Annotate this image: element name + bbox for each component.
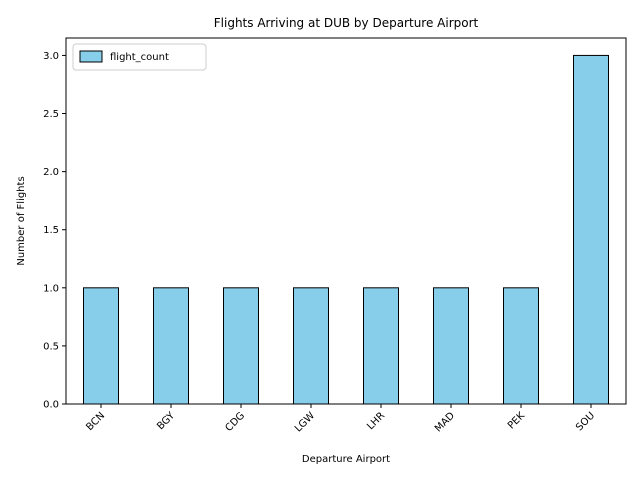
bar-bgy (153, 287, 189, 405)
y-tick-label: 1.0 (43, 283, 59, 294)
bar-bcn (83, 287, 119, 405)
bar-cdg (223, 287, 259, 405)
y-tick-label: 1.5 (43, 225, 59, 236)
y-tick-label: 0.5 (43, 341, 59, 352)
bar-mad (433, 287, 469, 405)
bar-lhr (363, 287, 399, 405)
plot-frame (65, 37, 627, 405)
legend-label: flight_count (110, 52, 169, 63)
chart-title: Flights Arriving at DUB by Departure Air… (214, 16, 479, 30)
x-axis-label: Departure Airport (302, 454, 390, 465)
y-tick-label: 3.0 (43, 51, 59, 62)
y-tick-label: 2.0 (43, 167, 59, 178)
bar-pek (503, 287, 539, 405)
y-tick-label: 2.5 (43, 109, 59, 120)
y-axis-label: Number of Flights (16, 176, 27, 265)
legend-box (72, 43, 207, 71)
legend: flight_count (72, 43, 207, 71)
bar-lgw (293, 287, 329, 405)
plot-area: BCN BGY CDG LGW LHR MAD PEK SOU 0.00.51.01.52.0… (43, 37, 627, 435)
y-ticks-group: 0.0 0.5 1.0 1.5 2.0 2.5 3.0 (43, 51, 66, 411)
y-tick-label: 0.0 (43, 400, 59, 411)
legend-swatch (79, 50, 103, 63)
bar-sou (573, 54, 609, 405)
